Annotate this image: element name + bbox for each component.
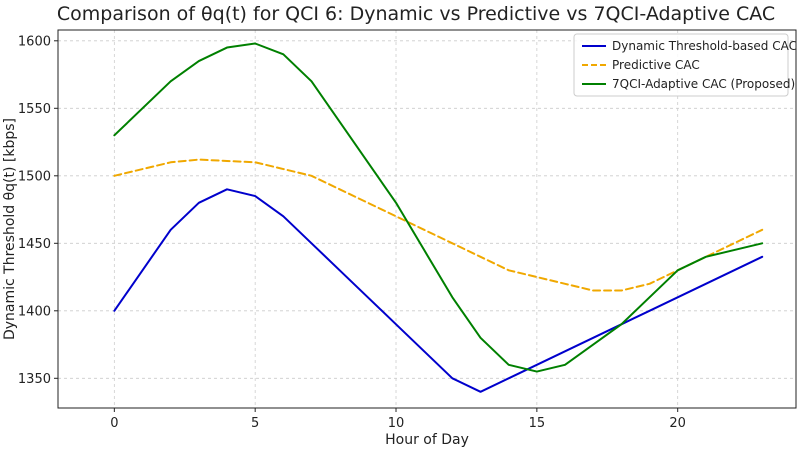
y-axis-label: Dynamic Threshold θq(t) [kbps] bbox=[2, 118, 18, 340]
series-lines bbox=[113, 42, 764, 393]
x-axis-label: Hour of Day bbox=[385, 432, 469, 448]
x-tick-label: 10 bbox=[388, 416, 405, 431]
legend-label-1: Dynamic Threshold-based CAC bbox=[612, 39, 797, 53]
y-tick-label: 1500 bbox=[18, 169, 51, 184]
y-tick-label: 1600 bbox=[18, 34, 51, 49]
legend-label-3: 7QCI-Adaptive CAC (Proposed) bbox=[612, 77, 795, 91]
y-tick-label: 1450 bbox=[18, 237, 51, 252]
x-tick-label: 20 bbox=[669, 416, 686, 431]
x-tick-label: 15 bbox=[529, 416, 546, 431]
y-tick-label: 1400 bbox=[18, 304, 51, 319]
series-line-3 bbox=[113, 42, 764, 373]
legend-label-2: Predictive CAC bbox=[612, 58, 700, 72]
legend: Dynamic Threshold-based CAC Predictive CA… bbox=[573, 33, 797, 97]
y-tick-label: 1350 bbox=[18, 372, 51, 387]
chart-title: Comparison of θq(t) for QCI 6: Dynamic v… bbox=[57, 3, 775, 25]
series-line-2 bbox=[113, 158, 764, 292]
x-tick-label: 0 bbox=[110, 416, 118, 431]
tick-labels: 0 5 10 15 20 1350 1400 1450 1500 1550 1600 bbox=[18, 34, 686, 431]
x-tick-label: 5 bbox=[251, 416, 259, 431]
y-tick-label: 1550 bbox=[18, 102, 51, 117]
plot-frame bbox=[57, 29, 797, 409]
axes bbox=[54, 29, 797, 412]
series-line-1 bbox=[113, 188, 764, 393]
legend-box bbox=[573, 33, 789, 97]
